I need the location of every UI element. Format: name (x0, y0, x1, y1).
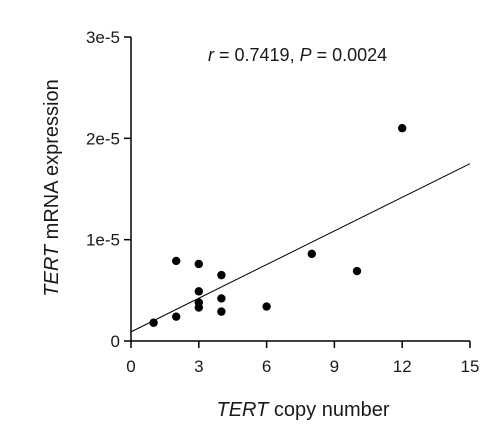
data-point (307, 249, 316, 259)
data-point (172, 256, 181, 266)
y-ticks: 0 1e-5 2e-5 3e-5 (86, 28, 131, 351)
data-point (194, 287, 203, 296)
x-tick-label: 0 (126, 357, 135, 376)
data-point (217, 270, 226, 280)
data-point (194, 303, 203, 312)
y-tick-label: 1e-5 (86, 231, 120, 250)
y-tick-label: 2e-5 (86, 129, 120, 148)
r-value: = 0.7419, (214, 45, 300, 65)
x-axis-label: TERT copy number (216, 399, 389, 421)
data-point (149, 318, 158, 327)
regression-line (130, 163, 471, 333)
y-axis-label-gene: TERT (41, 243, 63, 297)
x-tick-label: 3 (194, 357, 203, 376)
y-tick-label: 3e-5 (86, 28, 120, 47)
r-symbol: r (208, 45, 215, 65)
correlation-annotation: r = 0.7419, P = 0.0024 (208, 45, 387, 65)
data-points (149, 124, 407, 327)
data-point (262, 302, 271, 311)
y-axis-label: TERT mRNA expression (41, 79, 63, 296)
x-tick-label: 15 (461, 357, 480, 376)
data-point (217, 294, 226, 303)
p-value: = 0.0024 (312, 45, 388, 65)
x-axis-label-gene: TERT (216, 399, 270, 421)
data-point (217, 307, 226, 316)
x-tick-label: 6 (262, 357, 271, 376)
axes (130, 37, 470, 342)
y-axis-label-text: mRNA expression (41, 79, 63, 245)
data-point (172, 312, 181, 321)
data-point (194, 259, 203, 269)
p-symbol: P (300, 45, 312, 65)
x-tick-label: 12 (393, 357, 412, 376)
x-ticks: 0 3 6 9 12 15 (126, 341, 479, 376)
x-tick-label: 9 (330, 357, 339, 376)
data-point (398, 124, 407, 133)
data-point (352, 266, 362, 276)
y-tick-label: 0 (111, 332, 120, 351)
x-axis-label-text: copy number (268, 399, 390, 421)
